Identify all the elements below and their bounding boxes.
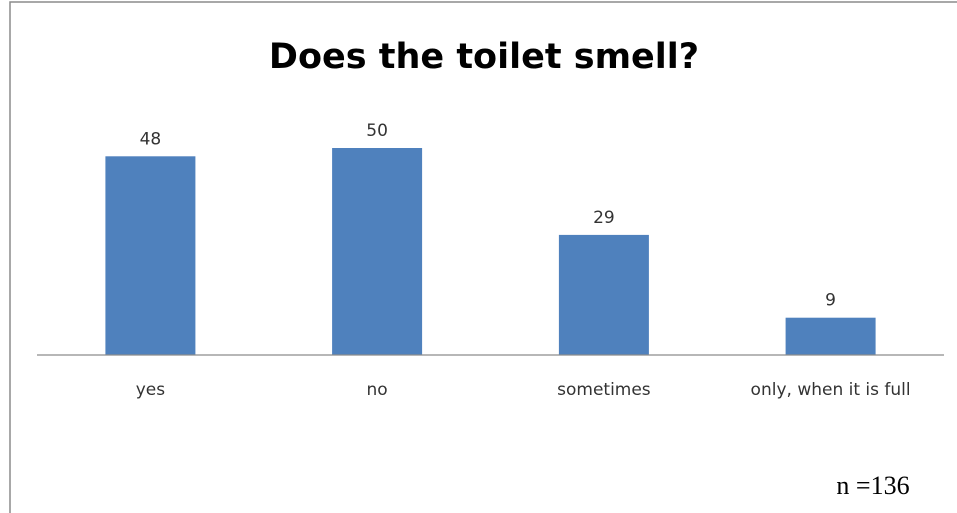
bars-layer: 48 yes 50 no 29 sometimes 9 only, when it is fu…	[105, 121, 911, 400]
chart-title: Does the toilet smell?	[269, 37, 699, 77]
sample-size-note: n =136	[836, 471, 909, 500]
x-tick-label-2: sometimes	[557, 380, 651, 400]
bar-1	[332, 148, 423, 355]
bar-0	[105, 156, 196, 355]
x-tick-label-0: yes	[136, 380, 166, 400]
data-label-3: 9	[825, 291, 836, 311]
bar-3	[785, 317, 876, 355]
chart-border	[9, 1, 957, 513]
x-tick-label-1: no	[367, 380, 388, 400]
data-label-0: 48	[140, 129, 162, 149]
data-label-2: 29	[593, 208, 615, 228]
data-label-1: 50	[366, 121, 388, 141]
bar-2	[558, 234, 649, 355]
x-tick-label-3: only, when it is full	[751, 380, 911, 400]
